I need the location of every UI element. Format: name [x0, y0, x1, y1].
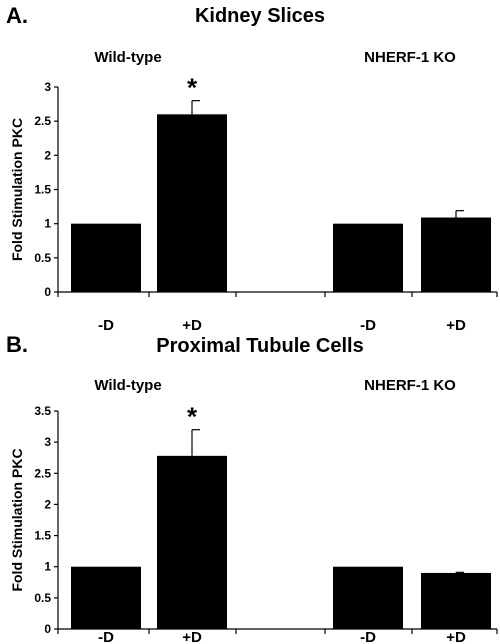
- panel-b-group-label: NHERF-1 KO: [364, 377, 456, 394]
- panel-a-bar: [157, 114, 227, 292]
- panel-a-bar: [71, 223, 141, 292]
- panel-a-y-tick-label: 1.5: [34, 183, 51, 197]
- panel-b-y-tick-label: 1.5: [34, 529, 51, 543]
- panel-b-category-label: +D: [182, 629, 202, 644]
- panel-b-group-label: Wild-type: [94, 377, 161, 394]
- panel-b-bar: [333, 566, 403, 629]
- panel-a-bar: [421, 217, 491, 292]
- panel-b-title: Proximal Tubule Cells: [156, 335, 363, 357]
- panel-a-y-tick-label: 2: [44, 148, 51, 162]
- panel-a-y-tick-label: 0.5: [34, 251, 51, 265]
- panel-b-letter: B.: [6, 332, 28, 357]
- panel-b-y-tick-label: 2.5: [34, 466, 51, 480]
- panel-b-y-axis-label: Fold Stimulation PKC: [9, 448, 25, 591]
- panel-b-y-tick-label: 0.5: [34, 591, 51, 605]
- panel-b-category-label: -D: [360, 629, 376, 644]
- panel-a-category-label: +D: [182, 317, 202, 334]
- panel-a-y-axis-label: Fold Stimulation PKC: [9, 118, 25, 261]
- panel-b-category-label: +D: [446, 629, 466, 644]
- panel-a-y-tick-label: 0: [44, 285, 51, 299]
- panel-a-category-label: -D: [360, 317, 376, 334]
- panel-b-y-tick-label: 3: [44, 435, 51, 449]
- panel-a-y-tick-label: 2.5: [34, 114, 51, 128]
- panel-a-y-tick-label: 3: [44, 80, 51, 94]
- panel-a-y-tick-label: 1: [44, 217, 51, 231]
- panel-b-significance-marker: *: [187, 402, 198, 432]
- panel-b-y-tick-label: 3.5: [34, 404, 51, 418]
- panel-b-bar: [71, 566, 141, 629]
- panel-a-category-label: +D: [446, 317, 466, 334]
- panel-a-significance-marker: *: [187, 73, 198, 103]
- panel-a-title: Kidney Slices: [195, 5, 325, 27]
- panel-b-bar: [157, 455, 227, 629]
- panel-b-category-label: -D: [98, 629, 114, 644]
- panel-a-group-label: Wild-type: [94, 49, 161, 66]
- panel-a-group-label: NHERF-1 KO: [364, 49, 456, 66]
- panel-a-letter: A.: [6, 3, 28, 28]
- panel-b-bar: [421, 572, 491, 629]
- panel-a-bar: [333, 223, 403, 292]
- panel-b-y-tick-label: 1: [44, 560, 51, 574]
- panel-a-category-label: -D: [98, 317, 114, 334]
- panel-b-y-tick-label: 0: [44, 622, 51, 636]
- panel-b-y-tick-label: 2: [44, 497, 51, 511]
